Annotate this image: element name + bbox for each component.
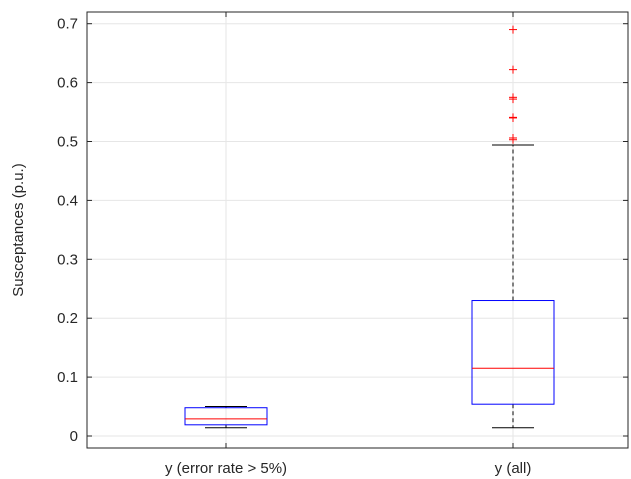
y-tick-label: 0.7	[57, 16, 78, 33]
y-tick-label: 0.4	[57, 192, 78, 209]
y-tick-label: 0.1	[57, 369, 78, 386]
outlier-marker	[509, 25, 517, 34]
y-tick-label: 0.6	[57, 75, 78, 92]
y-tick-label: 0.3	[57, 251, 78, 268]
outlier-marker	[509, 133, 517, 142]
axes-frame	[86, 11, 629, 449]
y-tick-label: 0.5	[57, 134, 78, 151]
ticks: 0 0.1 0.2 0.3 0.4 0.5 0.6 0.7 y (error rate > 5%…	[57, 12, 628, 477]
outlier-marker	[509, 93, 517, 102]
x-tick-label: y (error rate > 5%)	[165, 460, 287, 477]
outlier-marker	[509, 65, 517, 74]
outlier-marker	[509, 113, 517, 122]
x-tick-label: y (all)	[495, 460, 532, 477]
y-tick-label: 0.2	[57, 310, 78, 327]
plot-area	[184, 25, 555, 429]
box	[471, 300, 555, 405]
grid	[87, 12, 628, 448]
y-axis-label: Susceptances (p.u.)	[10, 163, 27, 296]
y-tick-label: 0	[70, 428, 78, 445]
box	[184, 407, 268, 426]
